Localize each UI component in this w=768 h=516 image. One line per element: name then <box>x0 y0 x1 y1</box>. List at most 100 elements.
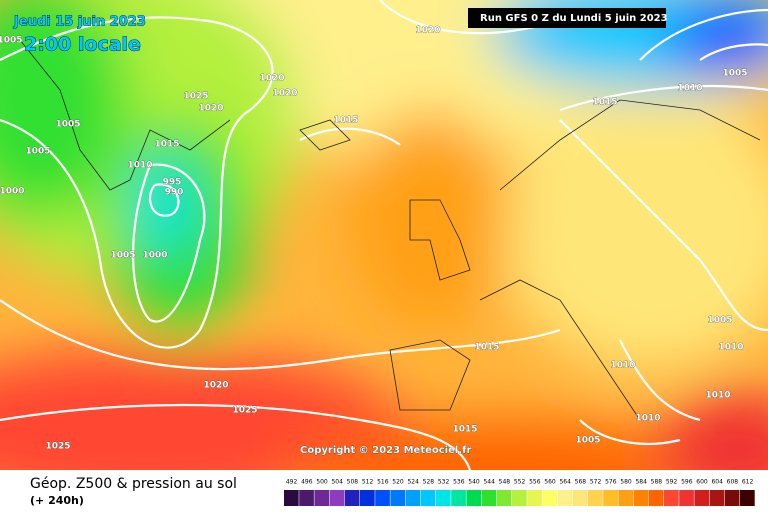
isobar-label: 1005 <box>707 316 732 326</box>
legend-swatch <box>633 490 649 506</box>
coastlines <box>19 39 761 421</box>
legend-label: 512 <box>362 479 374 486</box>
legend-label: 536 <box>453 479 465 486</box>
legend-swatch <box>557 490 573 506</box>
isobar-label: 995 <box>163 178 182 188</box>
legend-label: 560 <box>544 479 556 486</box>
isobar-label: 1010 <box>718 343 743 353</box>
isobar-label: 1005 <box>55 120 80 130</box>
legend-swatch <box>420 490 436 506</box>
run-info: Run GFS 0 Z du Lundi 5 juin 2023 <box>480 13 668 24</box>
legend-label: 508 <box>347 479 359 486</box>
isobar-label: 1000 <box>0 187 25 197</box>
legend-swatch <box>284 490 299 506</box>
legend-label: 528 <box>423 479 435 486</box>
isobar-label: 1015 <box>154 140 179 150</box>
legend-swatch <box>694 490 710 506</box>
run-box <box>468 8 666 28</box>
legend-label: 600 <box>696 479 708 486</box>
isobar-label: 1015 <box>474 343 499 353</box>
forecast-time: 2:00 locale <box>24 34 141 56</box>
legend-label: 584 <box>635 479 647 486</box>
legend-label: 552 <box>514 479 526 486</box>
legend-label: 612 <box>742 479 754 486</box>
legend-swatch <box>436 490 451 506</box>
legend-label: 524 <box>407 479 419 486</box>
isobar-label: 1025 <box>183 92 208 102</box>
isobar-label: 1005 <box>110 251 135 261</box>
isobar-label: 1025 <box>232 406 257 416</box>
legend-swatch <box>709 490 725 506</box>
isobar-label: 1020 <box>272 89 297 99</box>
legend-label: 576 <box>605 479 617 486</box>
isobar-label: 1010 <box>127 161 152 171</box>
legend-swatch <box>329 490 345 506</box>
legend-swatch <box>466 490 482 506</box>
legend-swatch <box>451 490 466 506</box>
forecast-date: Jeudi 15 juin 2023 <box>13 15 146 30</box>
isobar-label: 1010 <box>610 361 635 371</box>
legend-label: 496 <box>301 479 313 486</box>
legend-swatch <box>314 490 330 506</box>
isobar-label: 1015 <box>592 98 617 108</box>
legend-label: 504 <box>331 479 343 486</box>
isobar-label: 1010 <box>635 414 660 424</box>
isobar-label: 1020 <box>415 26 440 36</box>
legend-label: 544 <box>483 479 495 486</box>
isobar-label: 1000 <box>142 251 167 261</box>
isobar-label: 1025 <box>45 442 70 452</box>
legend-swatch <box>648 490 664 506</box>
legend-swatch <box>344 490 360 506</box>
legend-swatch <box>299 490 314 506</box>
copyright: Copyright © 2023 Meteociel.fr <box>300 445 471 456</box>
legend-label: 580 <box>620 479 632 486</box>
legend-swatch <box>588 490 603 506</box>
isobar-label: 1020 <box>203 381 228 391</box>
legend-label: 492 <box>286 479 298 486</box>
isobar-label: 1015 <box>333 116 358 126</box>
legend-swatch <box>603 490 618 506</box>
legend-label: 568 <box>575 479 587 486</box>
isobar-label: 990 <box>165 188 184 198</box>
legend-swatch <box>496 490 512 506</box>
isobar-label: 1010 <box>677 84 702 94</box>
legend-label: 516 <box>377 479 389 486</box>
legend-label: 608 <box>727 479 739 486</box>
isobar-label: 1005 <box>0 36 23 46</box>
legend-label: 520 <box>392 479 404 486</box>
footer-title: Géop. Z500 & pression au sol <box>30 476 237 492</box>
isobar-label: 1020 <box>259 74 284 84</box>
legend-swatch <box>527 490 542 506</box>
legend-label: 548 <box>499 479 511 486</box>
isobar-label: 1020 <box>198 104 223 114</box>
legend-swatch <box>618 490 634 506</box>
legend-label: 596 <box>681 479 693 486</box>
legend-label: 500 <box>316 479 328 486</box>
legend-swatch <box>740 490 755 506</box>
legend-swatch <box>512 490 527 506</box>
isobar-label: 1015 <box>452 425 477 435</box>
legend-swatch <box>664 490 679 506</box>
legend-swatch <box>724 490 740 506</box>
legend-swatch <box>405 490 421 506</box>
isobar-label: 1005 <box>575 436 600 446</box>
legend-label: 604 <box>711 479 723 486</box>
legend-label: 572 <box>590 479 602 486</box>
legend-label: 540 <box>468 479 480 486</box>
legend-label: 556 <box>529 479 541 486</box>
legend-swatch <box>375 490 390 506</box>
legend-label: 564 <box>559 479 571 486</box>
legend-swatch <box>542 490 558 506</box>
legend-swatch <box>481 490 497 506</box>
footer-subtitle: (+ 240h) <box>30 494 84 507</box>
legend-swatch <box>390 490 406 506</box>
legend-label: 532 <box>438 479 450 486</box>
isobar-label: 1005 <box>25 147 50 157</box>
legend-swatch <box>572 490 588 506</box>
isobar-label: 1010 <box>705 391 730 401</box>
legend-label: 592 <box>666 479 678 486</box>
isobar-label: 1005 <box>722 69 747 79</box>
legend-swatch <box>360 490 375 506</box>
legend-label: 588 <box>651 479 663 486</box>
